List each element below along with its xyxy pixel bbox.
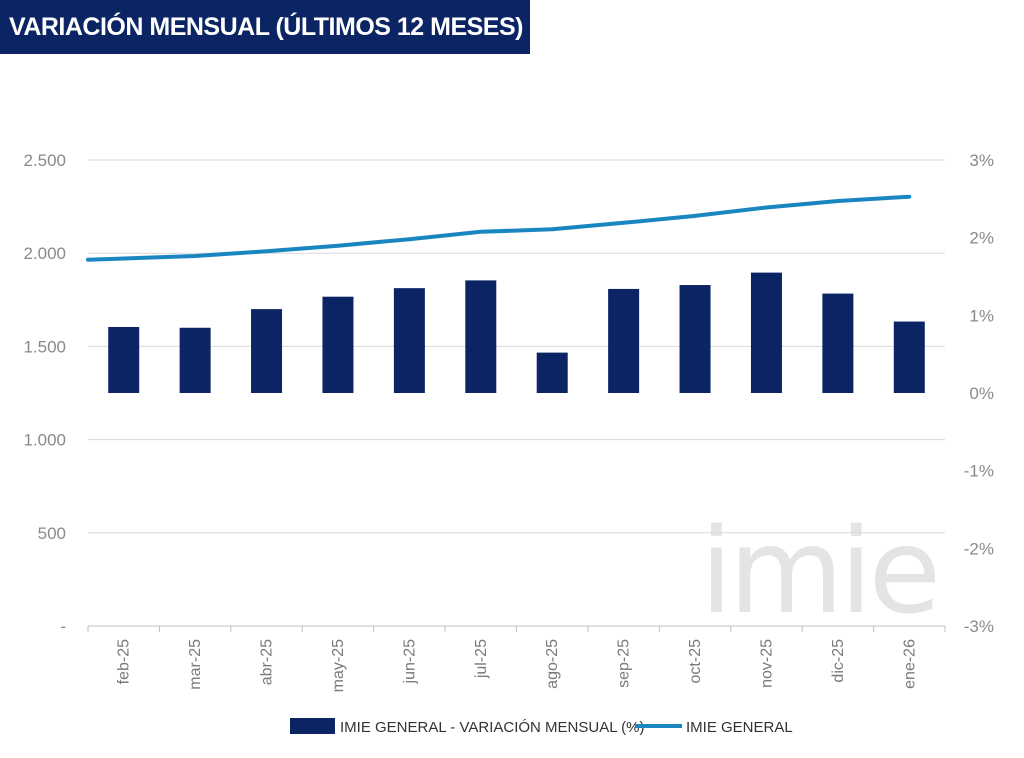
chart-title: VARIACIÓN MENSUAL (ÚLTIMOS 12 MESES) [0, 0, 530, 54]
bar-mar-25 [179, 327, 211, 393]
bar-ago-25 [536, 352, 568, 393]
legend: IMIE GENERAL - VARIACIÓN MENSUAL (%) IMIE… [290, 718, 793, 736]
x-axis-tick-label: mar-25 [187, 639, 204, 690]
line-imie-general [86, 194, 912, 262]
left-axis-tick-label: 1.500 [23, 337, 66, 356]
bar-ene-26 [893, 321, 925, 393]
x-axis-tick-label: sep-25 [616, 639, 633, 688]
x-axis-tick-label: feb-25 [116, 639, 133, 684]
right-axis-tick-label: -2% [964, 539, 994, 558]
x-axis-tick-label: nov-25 [758, 639, 775, 688]
right-axis-tick-label: 3% [969, 151, 994, 170]
right-axis-tick-label: -1% [964, 462, 994, 481]
left-axis-tick-label: 2.000 [23, 244, 66, 263]
legend-swatch-bar [290, 718, 335, 734]
x-axis-tick-label: ago-25 [544, 639, 561, 689]
left-axis-tick-label: - [60, 617, 66, 636]
bar-sep-25 [608, 288, 640, 393]
bar-series [108, 272, 925, 393]
bar-jul-25 [465, 280, 497, 393]
bar-oct-25 [679, 285, 711, 393]
left-axis-tick-label: 500 [38, 524, 66, 543]
x-axis-tick-label: oct-25 [687, 639, 704, 684]
bar-nov-25 [750, 272, 782, 393]
bar-abr-25 [251, 309, 283, 393]
bar-may-25 [322, 296, 354, 393]
imie-watermark-logo: imie [700, 502, 937, 640]
right-axis-tick-label: 1% [969, 306, 994, 325]
line-series [86, 194, 912, 262]
x-axis-tick-label: may-25 [330, 639, 347, 692]
bar-dic-25 [822, 293, 854, 393]
x-axis-tick-label: jul-25 [473, 639, 490, 679]
legend-label-bar: IMIE GENERAL - VARIACIÓN MENSUAL (%) [340, 719, 645, 736]
bar-feb-25 [108, 326, 140, 393]
left-axis-tick-label: 1.000 [23, 431, 66, 450]
x-axis-tick-label: ene-26 [901, 639, 918, 689]
x-axis-tick-label: dic-25 [830, 639, 847, 683]
x-axis-tick-label: jun-25 [401, 639, 418, 685]
x-axis-tick-label: abr-25 [259, 639, 276, 685]
bar-jun-25 [393, 288, 425, 393]
left-axis-tick-label: 2.500 [23, 151, 66, 170]
legend-label-line: IMIE GENERAL [686, 719, 793, 736]
right-axis-tick-label: 2% [969, 229, 994, 248]
right-axis-tick-label: 0% [969, 384, 994, 403]
right-axis-tick-label: -3% [964, 617, 994, 636]
axes: - 500 1.000 1.500 2.000 2.500 -3% -2% -1% 0% 1% 2% 3… [23, 151, 994, 692]
